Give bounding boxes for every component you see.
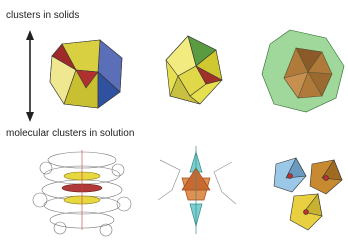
page: {"labels": {"top": "clusters in solids",… [0,0,348,250]
molecular-cluster-2 [158,146,236,234]
solid-cluster-1 [50,40,122,108]
double-arrow [26,30,34,122]
molecular-cluster-3 [274,158,342,230]
label-top: clusters in solids [6,10,79,21]
solid-cluster-2 [166,36,222,104]
solid-cluster-3 [262,30,344,112]
figure: clusters in solids molecular clusters in… [0,0,348,250]
molecular-cluster-1 [33,150,131,236]
label-bottom: molecular clusters in solution [6,128,134,139]
